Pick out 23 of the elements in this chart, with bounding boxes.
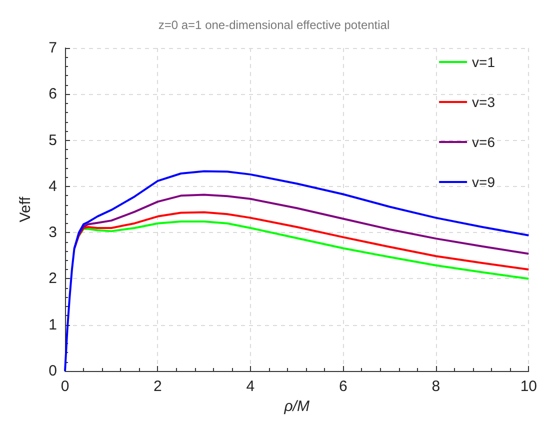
x-tick-label: 2 bbox=[154, 378, 162, 395]
legend-label: v=6 bbox=[472, 134, 496, 150]
y-tick-label: 0 bbox=[48, 362, 57, 380]
y-tick-label: 3 bbox=[48, 224, 57, 242]
y-tick-label: 4 bbox=[48, 178, 57, 195]
y-tick-label: 1 bbox=[48, 316, 57, 334]
x-tick-label: 6 bbox=[339, 378, 348, 395]
y-axis-title: Veff bbox=[17, 196, 34, 222]
y-tick-label: 7 bbox=[48, 40, 57, 56]
x-tick-label: 4 bbox=[246, 378, 255, 395]
line-series bbox=[78, 220, 530, 280]
line-series bbox=[73, 194, 530, 255]
legend-label: v=9 bbox=[472, 174, 496, 190]
x-tick-label: 10 bbox=[520, 378, 537, 395]
x-tick-label: 0 bbox=[60, 378, 70, 395]
y-tick-label: 6 bbox=[48, 86, 57, 103]
x-axis-title: ρ/M bbox=[283, 398, 310, 415]
x-tick-label: 8 bbox=[432, 378, 440, 395]
legend-label: v=1 bbox=[472, 54, 496, 70]
y-tick-label: 5 bbox=[48, 132, 57, 149]
legend-label: v=3 bbox=[472, 94, 496, 110]
chart-title: z=0 a=1 one-dimensional effective potential bbox=[158, 18, 390, 32]
y-tick-label: 2 bbox=[48, 270, 57, 288]
